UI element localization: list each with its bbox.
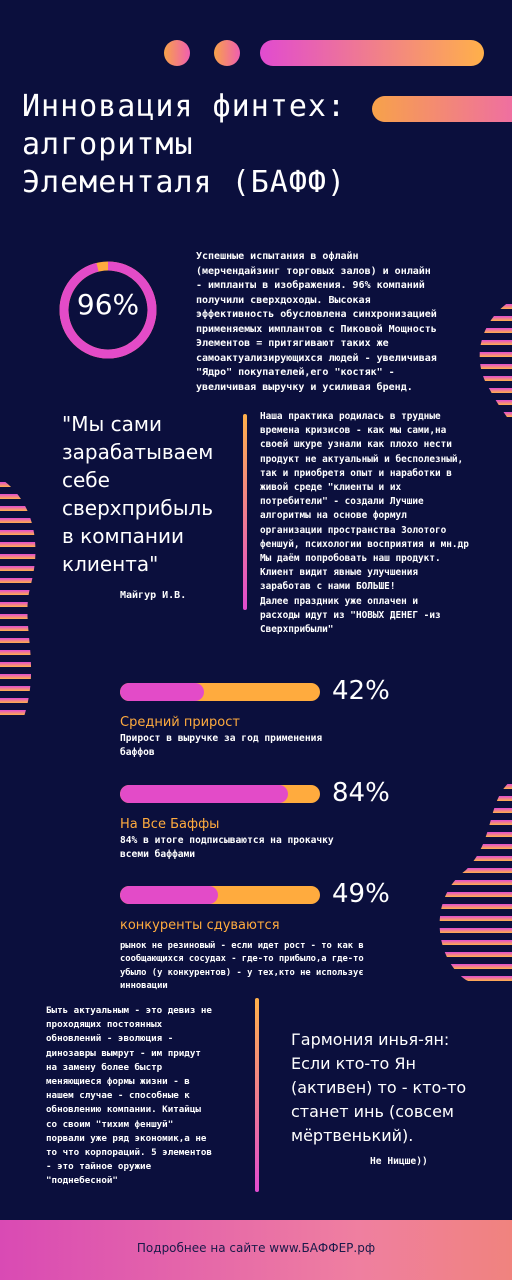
title-accent-pill xyxy=(372,96,512,122)
stat-title: конкуренты сдуваются xyxy=(120,918,280,933)
footer-link[interactable]: Подробнее на сайте www.БАФФЕР.рф xyxy=(136,1241,376,1255)
ring-percent-label: 96% xyxy=(76,288,140,321)
stat-bar-fill xyxy=(120,683,204,701)
page-title: Инновация финтех: алгоритмы Элементаля (… xyxy=(22,89,347,200)
divider-vertical xyxy=(243,414,247,610)
stat-bar xyxy=(120,785,320,803)
stat-description: рынок не резиновый - если идет рост - то… xyxy=(120,941,364,992)
striped-blob-right-top xyxy=(479,304,512,417)
striped-blob-right-bottom xyxy=(439,784,512,981)
harmony-author: Не Ницше)) xyxy=(370,1156,428,1167)
stat-percent: 84% xyxy=(332,778,390,808)
stat-percent: 49% xyxy=(332,879,390,909)
percent-ring xyxy=(59,261,157,359)
striped-blob-left xyxy=(0,482,36,715)
stat-bar-fill xyxy=(120,785,288,803)
stat-bar-fill xyxy=(120,886,218,904)
practice-text: Наша практика родилась в трудные времена… xyxy=(260,411,469,636)
decor-dot xyxy=(214,40,240,66)
decor-pill xyxy=(260,40,484,66)
footer-band xyxy=(0,1220,512,1280)
decor-dot xyxy=(164,40,190,66)
stat-bar xyxy=(120,886,320,904)
quote-text: "Мы сами зарабатываем себе сверхприбыль … xyxy=(62,412,214,576)
stat-description: 84% в итоге подписываются на прокачку вс… xyxy=(120,835,334,860)
stat-title: На Все Баффы xyxy=(120,817,220,832)
quote-author: Майгур И.В. xyxy=(120,590,187,601)
harmony-text: Гармония инья-ян: Если кто-то Ян (активе… xyxy=(291,1030,467,1145)
intro-text: Успешные испытания в офлайн (мерчендайзи… xyxy=(196,251,437,393)
devise-text: Быть актуальным - это девиз не проходящи… xyxy=(46,1005,212,1187)
stat-percent: 42% xyxy=(332,676,390,706)
divider-vertical xyxy=(255,998,259,1192)
stat-bar xyxy=(120,683,320,701)
ring-progress-arc xyxy=(59,261,157,359)
stat-title: Средний прирост xyxy=(120,715,240,730)
stat-description: Прирост в выручке за год применения бафф… xyxy=(120,733,323,758)
